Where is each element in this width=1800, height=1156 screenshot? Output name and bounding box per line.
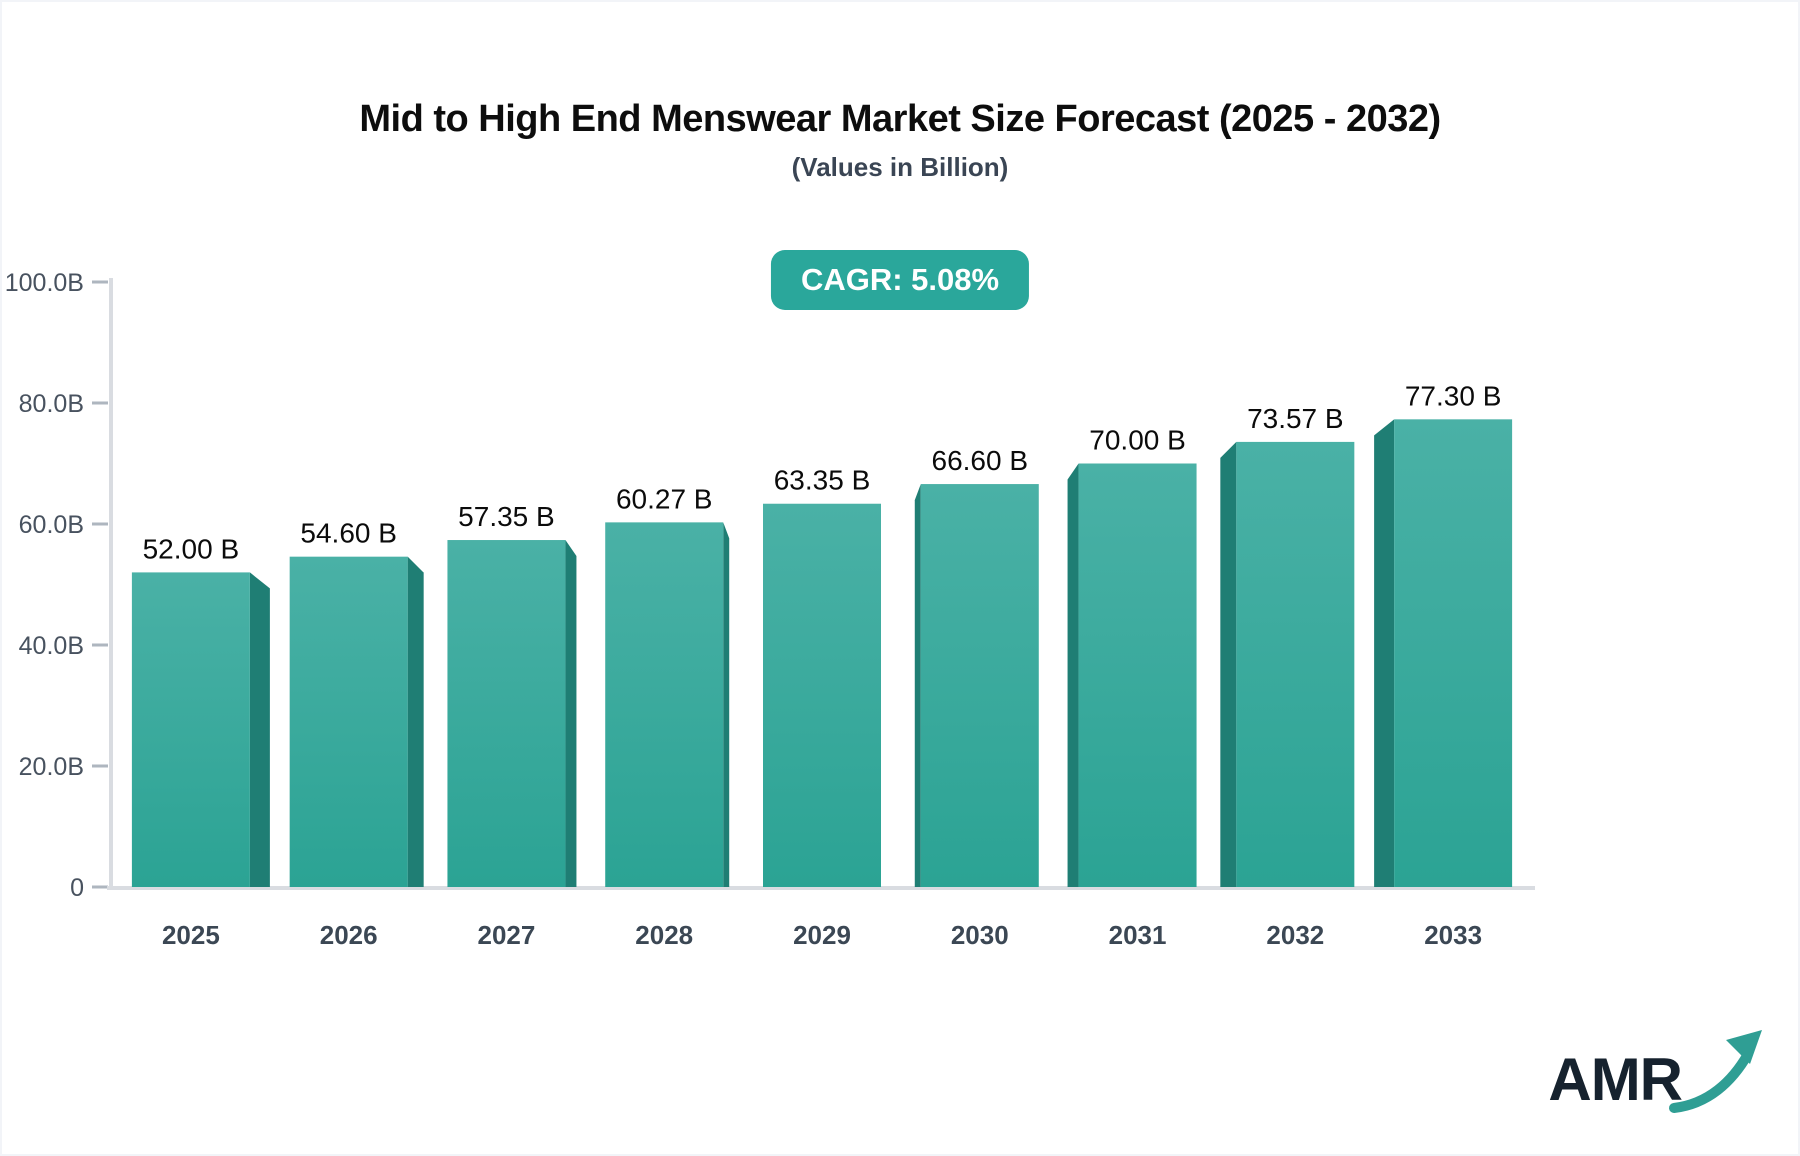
y-axis-label: 80.0B [19, 390, 84, 418]
y-axis-tick [92, 522, 108, 526]
x-axis-label: 2031 [1109, 920, 1167, 950]
bar [914, 484, 1039, 887]
bar-front-face [289, 556, 408, 887]
bar-value-label: 73.57 B [1247, 403, 1344, 434]
bar-value-label: 57.35 B [458, 501, 555, 532]
bar-value-label: 63.35 B [774, 465, 871, 496]
bar-front-face [920, 484, 1039, 887]
bar [605, 522, 730, 887]
bar [1220, 441, 1355, 887]
bar [289, 556, 424, 887]
brand-logo: AMR [1548, 1020, 1768, 1113]
chart-subtitle: (Values in Billion) [791, 152, 1009, 182]
cagr-badge: CAGR: 5.08% [770, 250, 1030, 310]
bar-side-face [249, 572, 270, 887]
y-axis-tick [92, 401, 108, 405]
bar-front-face [447, 540, 566, 887]
bar [1374, 419, 1513, 887]
y-axis-tick [92, 764, 108, 768]
bar-side-face [1067, 463, 1079, 887]
bar-front-face [1236, 441, 1355, 887]
bar-front-face [763, 503, 881, 887]
bar-value-label: 60.27 B [616, 483, 713, 514]
y-axis-tick [92, 885, 108, 889]
bar [447, 540, 577, 887]
bar-value-label: 66.60 B [932, 445, 1029, 476]
y-axis-label: 100.0B [5, 269, 84, 297]
x-axis-label: 2030 [951, 920, 1009, 950]
y-axis-label: 40.0B [19, 632, 84, 660]
bar-side-face [1374, 419, 1395, 887]
bar [131, 572, 270, 887]
x-axis-label: 2033 [1424, 920, 1482, 950]
bar-side-face [565, 540, 577, 887]
bar-front-face [131, 572, 250, 887]
x-axis-label: 2026 [320, 920, 378, 950]
bar-side-face [407, 556, 424, 887]
bar [1067, 463, 1197, 887]
bar-front-face [1078, 463, 1197, 887]
bar-front-face [1394, 419, 1513, 887]
growth-arrow-icon [1669, 1030, 1762, 1113]
x-axis-label: 2027 [478, 920, 536, 950]
logo-text: AMR [1548, 1046, 1683, 1113]
y-axis-tick [92, 643, 108, 647]
x-axis-label: 2025 [162, 920, 220, 950]
bar-front-face [605, 522, 724, 887]
x-axis-label: 2028 [635, 920, 693, 950]
bar-side-face [1220, 441, 1237, 887]
bar [763, 503, 881, 887]
y-axis-label: 20.0B [19, 753, 84, 781]
bar-side-face [914, 484, 921, 887]
bar-value-label: 54.60 B [300, 518, 397, 549]
bar-value-label: 77.30 B [1405, 380, 1502, 411]
bar-side-face [723, 522, 730, 887]
x-axis-line [107, 886, 1535, 890]
y-axis-tick [92, 280, 108, 284]
chart-title: Mid to High End Menswear Market Size For… [359, 98, 1441, 140]
y-axis-label: 60.0B [19, 511, 84, 539]
x-axis-label: 2032 [1266, 920, 1324, 950]
bar-value-label: 52.00 B [143, 533, 240, 564]
bar-value-label: 70.00 B [1089, 425, 1186, 456]
y-axis-line [109, 278, 113, 889]
x-axis-label: 2029 [793, 920, 851, 950]
y-axis-label: 0 [70, 874, 84, 902]
